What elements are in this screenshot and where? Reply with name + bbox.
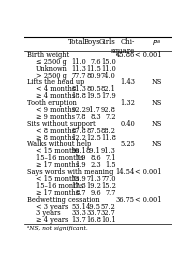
Text: 14.54: 14.54 (116, 168, 135, 176)
Text: < 0.001: < 0.001 (135, 196, 162, 204)
Text: Total: Total (68, 38, 86, 46)
Text: Chi-
square: Chi- square (111, 38, 135, 55)
Text: ≥ 4 months: ≥ 4 months (36, 92, 75, 100)
Text: 7.1: 7.1 (105, 154, 116, 162)
Text: 15–16 months: 15–16 months (36, 154, 83, 162)
Text: 1.9: 1.9 (75, 161, 86, 169)
Text: 15–16 months: 15–16 months (36, 182, 83, 190)
Text: ≥ 17 months: ≥ 17 months (36, 161, 79, 169)
Text: 16.8: 16.8 (86, 216, 101, 224)
Text: 53.1: 53.1 (71, 202, 86, 211)
Text: 87.5: 87.5 (86, 127, 101, 135)
Text: ᵃNS, not significant.: ᵃNS, not significant. (27, 226, 88, 231)
Text: 80.9: 80.9 (86, 72, 101, 79)
Text: 7.7: 7.7 (105, 189, 116, 197)
Text: 11.0: 11.0 (71, 58, 86, 66)
Text: Sits without support: Sits without support (27, 120, 96, 128)
Text: 11.0: 11.0 (101, 65, 116, 73)
Text: 11.8: 11.8 (101, 134, 116, 142)
Text: 15.0: 15.0 (101, 58, 116, 66)
Text: 92.8: 92.8 (101, 106, 116, 114)
Text: NS: NS (151, 99, 162, 107)
Text: < 0.001: < 0.001 (135, 168, 162, 176)
Text: Bedwetting cessation: Bedwetting cessation (27, 196, 100, 204)
Text: Girls: Girls (99, 38, 116, 46)
Text: Boys: Boys (84, 38, 101, 46)
Text: 74.0: 74.0 (101, 72, 116, 79)
Text: 91.7: 91.7 (86, 106, 101, 114)
Text: 17.9: 17.9 (101, 92, 116, 100)
Text: 5.25: 5.25 (120, 140, 135, 148)
Text: 8.3: 8.3 (90, 113, 101, 121)
Text: Birth weight: Birth weight (27, 51, 69, 59)
Text: 2.3: 2.3 (90, 161, 101, 169)
Text: < 3 years: < 3 years (36, 202, 68, 211)
Text: 82.1: 82.1 (101, 85, 116, 93)
Text: 19.2: 19.2 (86, 182, 101, 190)
Text: Tooth eruption: Tooth eruption (27, 99, 77, 107)
Text: 73.9: 73.9 (71, 175, 86, 183)
Text: < 9 months: < 9 months (36, 106, 75, 114)
Text: 77.7: 77.7 (72, 72, 86, 79)
Text: < 8 months: < 8 months (36, 127, 75, 135)
Text: 13.7: 13.7 (71, 216, 86, 224)
Text: 91.3: 91.3 (101, 147, 116, 155)
Text: 15.2: 15.2 (101, 182, 116, 190)
Text: 7.8: 7.8 (76, 113, 86, 121)
Text: 57.2: 57.2 (101, 202, 116, 211)
Text: 80.5: 80.5 (86, 85, 101, 93)
Text: $P^a$: $P^a$ (152, 38, 162, 48)
Text: 12.5: 12.5 (86, 134, 101, 142)
Text: 7.6: 7.6 (90, 58, 101, 66)
Text: ≤ 2500 g: ≤ 2500 g (36, 58, 66, 66)
Text: 1.32: 1.32 (120, 99, 135, 107)
Text: 3 years: 3 years (36, 209, 60, 218)
Text: 90.1: 90.1 (71, 147, 86, 155)
Text: > 2500 g: > 2500 g (36, 72, 67, 79)
Text: 7.2: 7.2 (105, 113, 116, 121)
Text: NS: NS (151, 120, 162, 128)
Text: 11.3: 11.3 (71, 65, 86, 73)
Text: 33.7: 33.7 (86, 209, 101, 218)
Text: 45.86: 45.86 (116, 51, 135, 59)
Text: 10.1: 10.1 (101, 216, 116, 224)
Text: < 0.001: < 0.001 (135, 51, 162, 59)
Text: 92.2: 92.2 (71, 106, 86, 114)
Text: 11.5: 11.5 (86, 65, 101, 73)
Text: ≥ 8 months: ≥ 8 months (36, 134, 75, 142)
Text: 0.40: 0.40 (120, 120, 135, 128)
Text: 9.6: 9.6 (90, 189, 101, 197)
Text: 81.3: 81.3 (71, 85, 86, 93)
Text: 12.2: 12.2 (71, 134, 86, 142)
Text: < 15 months: < 15 months (36, 147, 79, 155)
Text: 8.7: 8.7 (76, 189, 86, 197)
Text: 19.5: 19.5 (86, 92, 101, 100)
Text: ≥ 9 months: ≥ 9 months (36, 113, 75, 121)
Text: 1.43: 1.43 (120, 78, 135, 86)
Text: < 15 months: < 15 months (36, 175, 79, 183)
Text: 7.9: 7.9 (76, 154, 86, 162)
Text: 77.0: 77.0 (101, 175, 116, 183)
Text: 89.1: 89.1 (86, 147, 101, 155)
Text: 36.75: 36.75 (116, 196, 135, 204)
Text: NS: NS (151, 140, 162, 148)
Text: Walks without help: Walks without help (27, 140, 91, 148)
Text: 33.3: 33.3 (71, 209, 86, 218)
Text: 17.3: 17.3 (71, 182, 86, 190)
Text: 87.8: 87.8 (71, 127, 86, 135)
Text: 49.5: 49.5 (86, 202, 101, 211)
Text: NS: NS (151, 78, 162, 86)
Text: 8.6: 8.6 (90, 154, 101, 162)
Text: 71.3: 71.3 (86, 175, 101, 183)
Text: 1.5: 1.5 (105, 161, 116, 169)
Text: Says words with meaning: Says words with meaning (27, 168, 113, 176)
Text: Unknown: Unknown (36, 65, 68, 73)
Text: Lifts the head up: Lifts the head up (27, 78, 84, 86)
Text: ≥ 17 months: ≥ 17 months (36, 189, 79, 197)
Text: ≥ 4 years: ≥ 4 years (36, 216, 68, 224)
Text: 18.8: 18.8 (71, 92, 86, 100)
Text: 88.2: 88.2 (101, 127, 116, 135)
Text: < 4 months: < 4 months (36, 85, 75, 93)
Text: 32.7: 32.7 (101, 209, 116, 218)
